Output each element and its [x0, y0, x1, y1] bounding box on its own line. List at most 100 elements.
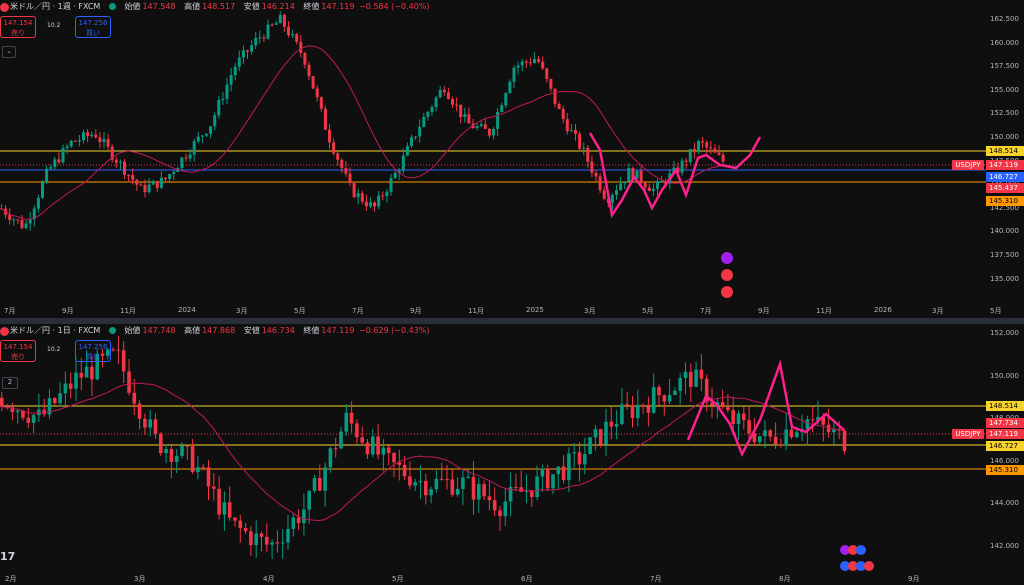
weekly-candle: [541, 61, 545, 69]
weekly-candle: [86, 132, 90, 136]
time-tick: 3月: [134, 575, 146, 583]
weekly-candle: [631, 168, 635, 179]
weekly-candle: [332, 142, 336, 154]
weekly-candle: [131, 175, 135, 180]
daily-candle: [630, 405, 635, 419]
time-tick: 5月: [392, 575, 404, 583]
daily-candle: [514, 486, 518, 488]
time-tick: 9月: [758, 307, 770, 315]
weekly-chart-canvas[interactable]: [0, 0, 1024, 318]
daily-candle: [704, 378, 709, 403]
time-tick: 7月: [352, 307, 364, 315]
weekly-candle: [151, 181, 155, 185]
weekly-candle: [299, 41, 303, 54]
daily-candle: [757, 436, 762, 443]
weekly-candle: [69, 140, 73, 147]
tradingview-logo[interactable]: 17: [0, 550, 16, 563]
time-tick: 5月: [294, 307, 306, 315]
weekly-candle: [344, 168, 348, 174]
daily-candle: [42, 409, 46, 415]
daily-candle: [620, 404, 624, 425]
collapse-legend-button[interactable]: ⌄: [2, 46, 16, 58]
us-flag-icon: [0, 327, 9, 336]
daily-candle: [678, 378, 682, 391]
weekly-candle: [537, 58, 541, 62]
weekly-candle: [442, 89, 446, 93]
daily-candle: [810, 419, 815, 421]
daily-candle: [376, 436, 380, 455]
low-label: 安値: [243, 326, 260, 335]
weekly-candle: [90, 134, 94, 136]
time-tick: 9月: [908, 575, 920, 583]
daily-candle: [265, 536, 269, 545]
event-marker-icon: [840, 561, 850, 571]
daily-chart-pane[interactable]: 米ドル／円 · 1日 · FXCM 始値 147.748 高値 147.868 安値…: [0, 324, 1024, 585]
weekly-candle: [217, 99, 221, 116]
sell-button[interactable]: 147.154 売り: [0, 16, 36, 38]
weekly-candle: [184, 157, 188, 159]
weekly-candle: [319, 97, 323, 109]
event-marker-icon: [856, 561, 866, 571]
symbol-tag: USDJPY: [952, 160, 984, 170]
symbol-title[interactable]: 米ドル／円 · 1週 · FXCM: [10, 2, 101, 11]
weekly-candle: [385, 191, 389, 197]
daily-candle: [137, 403, 142, 419]
weekly-candle: [73, 140, 77, 142]
weekly-candle: [664, 181, 668, 184]
price-tick: 162.500: [990, 15, 1019, 23]
weekly-candle: [438, 89, 442, 98]
weekly-candle: [143, 184, 147, 192]
time-tick: 2026: [874, 306, 892, 314]
daily-candle: [826, 424, 831, 433]
weekly-candle: [24, 223, 28, 229]
daily-candle: [360, 437, 364, 443]
daily-candle: [455, 488, 460, 495]
weekly-candle: [135, 179, 139, 185]
buy-button[interactable]: 147.256 買い: [75, 16, 111, 38]
weekly-candle: [377, 195, 381, 207]
daily-candle: [159, 433, 163, 454]
daily-candle: [100, 353, 105, 356]
time-tick: 7月: [650, 575, 662, 583]
weekly-candle: [364, 201, 368, 207]
daily-candle: [174, 455, 179, 463]
weekly-candle: [233, 66, 237, 76]
weekly-candle: [303, 53, 307, 65]
weekly-candle: [586, 147, 590, 162]
indicator-count-button[interactable]: 2: [2, 377, 18, 389]
price-tick: 142.000: [990, 541, 1019, 550]
weekly-candle: [561, 108, 565, 120]
daily-candle: [312, 477, 317, 491]
weekly-candle: [475, 126, 479, 129]
weekly-candle: [369, 202, 372, 207]
weekly-candle: [57, 159, 61, 163]
daily-candle: [418, 480, 423, 483]
weekly-candle: [512, 67, 516, 82]
low-value: 146.734: [261, 326, 295, 335]
close-value: 147.119: [321, 326, 355, 335]
pane-divider[interactable]: [0, 318, 1024, 324]
symbol-tag: USDJPY: [952, 429, 984, 439]
weekly-chart-pane[interactable]: 米ドル／円 · 1週 · FXCM 始値 147.548 高値 148.517 安値…: [0, 0, 1024, 318]
daily-chart-canvas[interactable]: [0, 324, 1024, 585]
daily-candle: [63, 383, 68, 394]
daily-candle: [10, 407, 15, 413]
daily-candle: [47, 398, 52, 415]
weekly-candle: [213, 115, 217, 127]
weekly-candle: [155, 181, 159, 188]
daily-candle: [217, 488, 221, 515]
event-marker-icon: [721, 252, 733, 264]
weekly-candle: [373, 202, 377, 207]
symbol-title[interactable]: 米ドル／円 · 1日 · FXCM: [10, 326, 101, 335]
weekly-candle: [467, 114, 471, 124]
open-value: 147.548: [142, 2, 176, 11]
daily-candle: [710, 402, 714, 406]
daily-candle: [238, 520, 243, 529]
weekly-candle: [180, 157, 184, 169]
weekly-candle: [196, 136, 200, 142]
buy-button[interactable]: 147.256 買い: [75, 340, 111, 362]
weekly-candle: [524, 61, 528, 63]
low-label: 安値: [243, 2, 260, 11]
sell-button[interactable]: 147.154 売り: [0, 340, 36, 362]
weekly-candle: [98, 137, 102, 143]
